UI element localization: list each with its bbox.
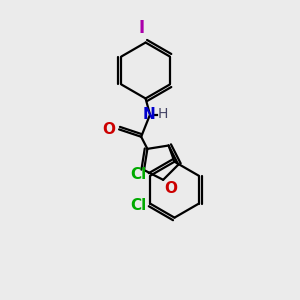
Text: Cl: Cl — [130, 167, 147, 182]
Text: I: I — [138, 19, 144, 37]
Text: H: H — [157, 107, 168, 121]
Text: O: O — [165, 181, 178, 196]
Text: O: O — [103, 122, 116, 137]
Text: N: N — [142, 107, 155, 122]
Text: Cl: Cl — [130, 198, 147, 213]
